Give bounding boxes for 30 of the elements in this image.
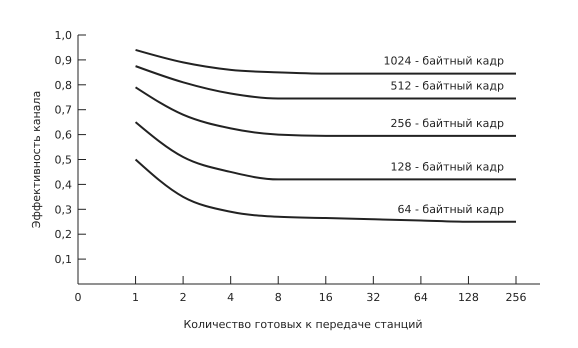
- series-label: 128 - байтный кадр: [390, 160, 504, 174]
- series-label: 64 - байтный кадр: [397, 202, 504, 216]
- x-tick-label: 128: [458, 291, 479, 304]
- series-label: 256 - байтный кадр: [390, 116, 504, 130]
- series-label: 1024 - байтный кадр: [383, 54, 504, 68]
- x-tick-label: 2: [180, 291, 187, 304]
- y-tick-label: 1,0: [54, 29, 72, 42]
- x-tick-label: 8: [274, 291, 282, 304]
- y-tick-label: 0,2: [54, 228, 72, 242]
- y-tick-label: 0,3: [54, 203, 72, 216]
- y-tick-label: 0,8: [54, 78, 72, 92]
- line-series: [134, 65, 517, 100]
- y-tick-label: 0,1: [54, 253, 72, 266]
- x-tick-label: 64: [414, 291, 428, 304]
- line-series: [134, 158, 517, 223]
- y-tick-label: 0,6: [54, 128, 72, 142]
- y-tick-label: 0,7: [54, 104, 72, 117]
- x-tick-label: 256: [506, 291, 526, 304]
- line-series: [134, 48, 517, 75]
- x-tick-label: 1: [132, 291, 140, 304]
- x-tick-label: 0: [74, 291, 82, 304]
- x-tick-label: 4: [227, 291, 234, 304]
- y-tick-label: 0,4: [54, 178, 72, 192]
- x-tick-label: 32: [366, 291, 380, 304]
- x-tick-label: 16: [318, 291, 333, 304]
- y-axis-title: Эффективность канала: [30, 90, 43, 228]
- series-label: 512 - байтный кадр: [390, 79, 504, 92]
- y-tick-label: 0,5: [54, 154, 72, 166]
- y-tick-label: 0,9: [54, 54, 72, 67]
- x-axis-title: Количество готовых к передаче станций: [183, 318, 423, 331]
